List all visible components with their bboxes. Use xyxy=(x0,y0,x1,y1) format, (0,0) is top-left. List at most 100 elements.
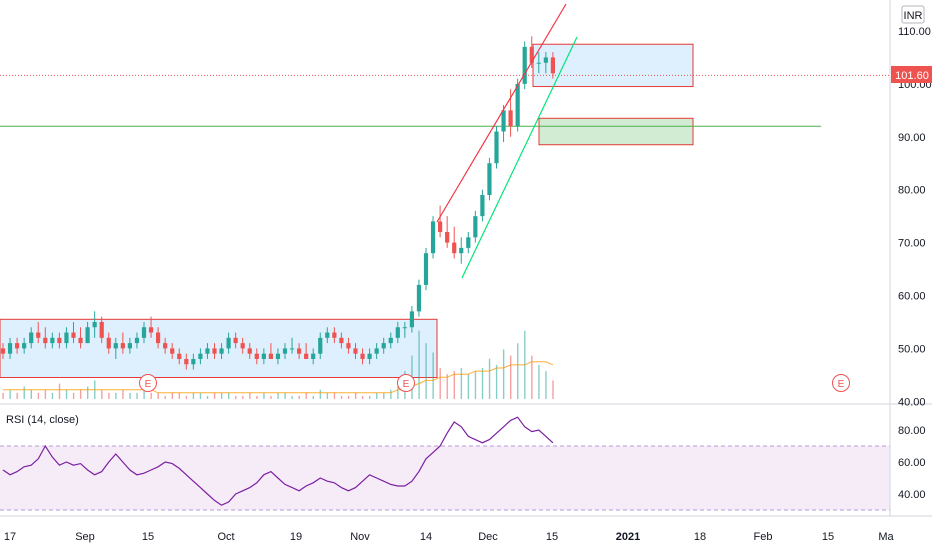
rsi-layer xyxy=(0,416,890,511)
support-zone[interactable] xyxy=(538,117,694,146)
volume-bar-31 xyxy=(220,392,223,399)
upper-trendline[interactable] xyxy=(436,3,567,223)
rsi-pane[interactable]: RSI (14, close) xyxy=(0,414,890,511)
volume-bar-2 xyxy=(16,392,18,399)
volume-bar-54 xyxy=(383,392,385,399)
candle-6 xyxy=(43,327,48,349)
time-tick-11: Feb xyxy=(754,531,773,543)
volume-bar-75 xyxy=(531,355,533,399)
volume-bar-32 xyxy=(228,392,230,399)
candle-17 xyxy=(120,332,125,354)
price-tick-5: 60.00 xyxy=(898,291,926,303)
candle-52 xyxy=(367,348,372,365)
candle-67 xyxy=(473,210,478,243)
candle-78 xyxy=(550,52,555,79)
candle-46 xyxy=(325,327,330,344)
candle-18 xyxy=(127,337,132,354)
price-axis[interactable]: 110.00100.0090.0080.0070.0060.0050.0040.… xyxy=(889,0,932,516)
candle-47 xyxy=(332,327,337,344)
candle-36 xyxy=(254,348,259,365)
svg-text:E: E xyxy=(838,379,845,390)
volume-bar-3 xyxy=(23,386,25,399)
time-tick-5: Nov xyxy=(350,531,370,543)
price-tick-0: 110.00 xyxy=(898,26,931,38)
earnings-marker-2[interactable]: E xyxy=(832,374,850,392)
lower-trendline[interactable] xyxy=(461,36,578,279)
price-tick-4: 70.00 xyxy=(898,238,926,250)
volume-bar-36 xyxy=(256,395,258,399)
volume-bar-20 xyxy=(143,389,145,399)
time-tick-4: 19 xyxy=(290,531,302,543)
volume-bar-66 xyxy=(467,374,470,399)
volume-bar-14 xyxy=(101,389,103,399)
candle-44 xyxy=(311,348,316,365)
volume-bar-72 xyxy=(510,355,512,399)
candle-1 xyxy=(7,337,13,359)
volume-bar-50 xyxy=(354,392,357,399)
candle-70 xyxy=(494,126,499,169)
candle-26 xyxy=(184,353,189,370)
volume-bar-51 xyxy=(361,395,364,399)
candle-4 xyxy=(29,327,34,349)
volume-bar-30 xyxy=(213,392,216,399)
rsi-line xyxy=(2,416,554,506)
earnings-marker-1[interactable]: E xyxy=(397,374,415,392)
volume-bar-43 xyxy=(305,392,307,399)
currency-badge: INR xyxy=(901,5,925,24)
candle-35 xyxy=(247,343,252,359)
last-price-label: 101.60 xyxy=(895,70,929,82)
time-tick-1: Sep xyxy=(75,531,95,543)
volume-bar-76 xyxy=(538,364,540,399)
candle-71 xyxy=(501,105,506,143)
volume-bar-33 xyxy=(235,395,237,399)
candle-51 xyxy=(360,348,365,365)
candle-10 xyxy=(71,321,76,344)
candle-73 xyxy=(515,78,520,132)
volume-bar-8 xyxy=(58,383,61,399)
candle-2 xyxy=(15,337,20,354)
volume-bar-17 xyxy=(122,389,124,399)
volume-bar-67 xyxy=(474,371,477,399)
time-axis-labels[interactable]: 17 Sep 15 Oct 19 Nov 14 Dec 15 2021 18 Feb 15 Ma xyxy=(4,531,895,543)
candle-76 xyxy=(536,52,541,74)
candle-72 xyxy=(508,89,513,137)
rsi-tick-labels: 80.00 60.00 40.00 xyxy=(898,425,926,501)
price-tick-labels: 110.00100.0090.0080.0070.0060.0050.0040.… xyxy=(898,26,932,408)
candle-63 xyxy=(445,216,450,248)
time-tick-10: 18 xyxy=(694,531,706,543)
candles-layer xyxy=(0,36,555,370)
earnings-marker-0[interactable]: E xyxy=(139,374,157,392)
candle-60 xyxy=(423,247,429,291)
time-tick-3: Oct xyxy=(217,531,234,543)
candle-29 xyxy=(205,343,210,359)
volume-bar-34 xyxy=(242,395,244,399)
volume-bar-18 xyxy=(129,392,131,399)
candle-8 xyxy=(57,332,62,349)
candle-65 xyxy=(459,237,464,264)
candle-53 xyxy=(374,343,379,359)
volume-bar-71 xyxy=(502,349,505,399)
volume-bar-11 xyxy=(79,389,82,399)
svg-text:E: E xyxy=(145,379,152,390)
consolidation-zone[interactable] xyxy=(0,318,438,378)
candle-14 xyxy=(99,316,104,344)
volume-bar-42 xyxy=(298,395,300,399)
volume-bar-27 xyxy=(192,392,195,399)
candle-49 xyxy=(346,337,351,354)
candle-32 xyxy=(226,332,231,354)
volume-bar-29 xyxy=(206,395,209,399)
candle-61 xyxy=(430,216,436,259)
candle-22 xyxy=(156,327,161,349)
volume-layer xyxy=(2,330,554,399)
rsi-band xyxy=(0,446,890,510)
rsi-tick-0: 80.00 xyxy=(898,425,926,437)
candle-9 xyxy=(64,327,69,349)
last-price-badge: 101.60 xyxy=(891,66,932,83)
volume-bar-65 xyxy=(460,368,463,399)
resistance-zone[interactable] xyxy=(532,43,694,88)
time-tick-2: 15 xyxy=(142,531,154,543)
volume-bar-68 xyxy=(481,368,484,399)
candle-15 xyxy=(106,332,111,354)
